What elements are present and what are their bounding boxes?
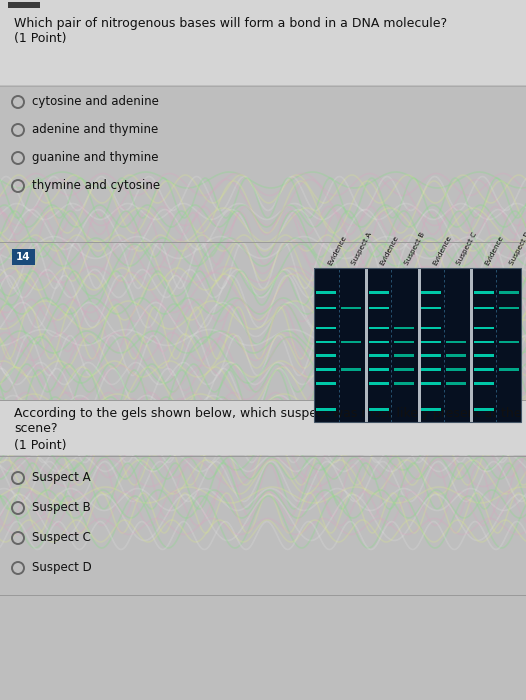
FancyBboxPatch shape <box>394 368 413 371</box>
FancyBboxPatch shape <box>317 327 336 330</box>
FancyBboxPatch shape <box>317 368 336 371</box>
FancyBboxPatch shape <box>317 408 336 411</box>
Text: cytosine and adenine: cytosine and adenine <box>32 95 159 108</box>
Text: Suspect C: Suspect C <box>32 531 91 545</box>
FancyBboxPatch shape <box>394 354 413 357</box>
FancyBboxPatch shape <box>341 368 361 371</box>
FancyBboxPatch shape <box>394 327 413 330</box>
Text: Evidence: Evidence <box>379 234 400 266</box>
FancyBboxPatch shape <box>365 268 368 422</box>
FancyBboxPatch shape <box>317 307 336 309</box>
FancyBboxPatch shape <box>421 408 441 411</box>
FancyBboxPatch shape <box>470 268 473 422</box>
FancyBboxPatch shape <box>446 368 466 371</box>
FancyBboxPatch shape <box>394 382 413 385</box>
Text: According to the gels shown below, which suspect was most likely present at the : According to the gels shown below, which… <box>14 407 526 435</box>
FancyBboxPatch shape <box>317 340 336 343</box>
FancyBboxPatch shape <box>499 307 519 309</box>
FancyBboxPatch shape <box>341 307 361 309</box>
Text: Suspect A: Suspect A <box>32 472 90 484</box>
FancyBboxPatch shape <box>369 382 389 385</box>
Text: (1 Point): (1 Point) <box>14 32 66 45</box>
Text: Suspect B: Suspect B <box>32 501 91 514</box>
FancyBboxPatch shape <box>369 354 389 357</box>
FancyBboxPatch shape <box>317 354 336 357</box>
FancyBboxPatch shape <box>369 307 389 309</box>
Text: adenine and thymine: adenine and thymine <box>32 123 158 136</box>
FancyBboxPatch shape <box>418 268 420 422</box>
Text: Which pair of nitrogenous bases will form a bond in a DNA molecule?: Which pair of nitrogenous bases will for… <box>14 17 447 30</box>
FancyBboxPatch shape <box>474 291 494 294</box>
Text: Suspect C: Suspect C <box>456 231 479 266</box>
FancyBboxPatch shape <box>369 291 389 294</box>
FancyBboxPatch shape <box>474 340 494 343</box>
Text: Suspect B: Suspect B <box>403 231 426 266</box>
FancyBboxPatch shape <box>369 408 389 411</box>
FancyBboxPatch shape <box>421 368 441 371</box>
FancyBboxPatch shape <box>317 382 336 385</box>
FancyBboxPatch shape <box>474 327 494 330</box>
FancyBboxPatch shape <box>317 291 336 294</box>
FancyBboxPatch shape <box>369 368 389 371</box>
FancyBboxPatch shape <box>474 307 494 309</box>
Text: Evidence: Evidence <box>326 234 347 266</box>
FancyBboxPatch shape <box>369 340 389 343</box>
FancyBboxPatch shape <box>421 340 441 343</box>
Text: Evidence: Evidence <box>431 234 452 266</box>
FancyBboxPatch shape <box>314 268 521 422</box>
FancyBboxPatch shape <box>474 408 494 411</box>
Text: Suspect D: Suspect D <box>32 561 92 575</box>
FancyBboxPatch shape <box>0 0 526 85</box>
FancyBboxPatch shape <box>474 382 494 385</box>
Text: (1 Point): (1 Point) <box>14 439 66 452</box>
FancyBboxPatch shape <box>421 382 441 385</box>
FancyBboxPatch shape <box>421 354 441 357</box>
FancyBboxPatch shape <box>12 248 35 265</box>
FancyBboxPatch shape <box>394 340 413 343</box>
FancyBboxPatch shape <box>446 340 466 343</box>
FancyBboxPatch shape <box>8 2 40 8</box>
FancyBboxPatch shape <box>446 382 466 385</box>
FancyBboxPatch shape <box>474 354 494 357</box>
FancyBboxPatch shape <box>421 327 441 330</box>
Text: Evidence: Evidence <box>484 234 504 266</box>
Text: 14: 14 <box>16 252 31 262</box>
FancyBboxPatch shape <box>499 340 519 343</box>
FancyBboxPatch shape <box>369 327 389 330</box>
Text: Suspect A: Suspect A <box>351 231 373 266</box>
FancyBboxPatch shape <box>0 400 526 455</box>
FancyBboxPatch shape <box>499 291 519 294</box>
Text: Suspect D: Suspect D <box>509 230 526 266</box>
Text: guanine and thymine: guanine and thymine <box>32 151 158 164</box>
Text: thymine and cytosine: thymine and cytosine <box>32 179 160 193</box>
FancyBboxPatch shape <box>421 307 441 309</box>
FancyBboxPatch shape <box>474 368 494 371</box>
FancyBboxPatch shape <box>421 291 441 294</box>
FancyBboxPatch shape <box>446 354 466 357</box>
FancyBboxPatch shape <box>499 368 519 371</box>
FancyBboxPatch shape <box>341 340 361 343</box>
